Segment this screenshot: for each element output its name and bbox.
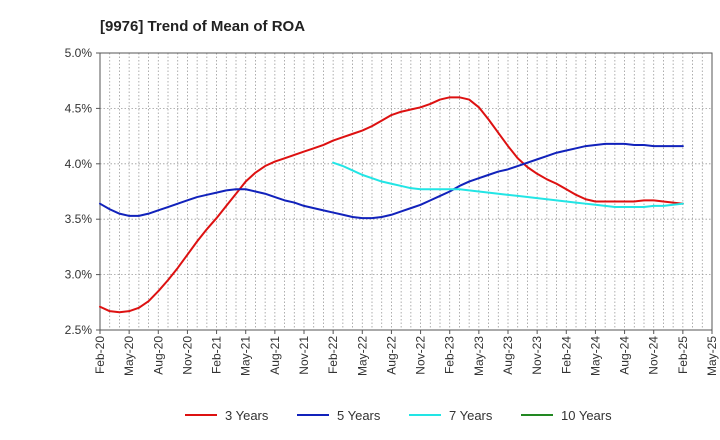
x-tick-label: May-23 [472,336,486,376]
legend-item: 3 Years [185,408,269,423]
y-axis: 2.5% 3.0% 3.5% 4.0% 4.5% 5.0% [65,46,100,337]
x-tick-label: May-25 [705,336,719,376]
x-axis: Feb-20 May-20 Aug-20 Nov-20 Feb-21 May-21 Aug-… [93,330,719,376]
legend-label: 10 Years [561,408,612,423]
y-tick-label: 2.5% [65,323,93,337]
plot-border [99,52,713,331]
x-tick-label: May-20 [122,336,136,376]
y-tick-label: 3.5% [65,212,93,226]
x-tick-label: Aug-20 [151,336,165,375]
x-tick-label: Aug-23 [501,336,515,375]
legend: 3 Years 5 Years 7 Years 10 Years [185,408,612,423]
x-tick-label: Aug-24 [618,336,632,375]
x-tick-label: Feb-24 [559,336,573,374]
x-tick-label: May-22 [355,336,369,376]
x-tick-label: Feb-23 [443,336,457,374]
x-tick-label: Feb-21 [210,336,224,374]
series-line-5-years [99,142,684,220]
x-tick-label: Feb-22 [326,336,340,374]
x-tick-label: May-24 [588,336,602,376]
chart-title: [9976] Trend of Mean of ROA [100,18,305,35]
y-tick-label: 5.0% [65,46,93,60]
legend-label: 5 Years [337,408,381,423]
y-tick-label: 4.0% [65,157,93,171]
legend-label: 3 Years [225,408,269,423]
legend-label: 7 Years [449,408,493,423]
plot-background [100,53,712,330]
series-line-7-years [332,161,684,209]
legend-item: 10 Years [521,408,612,423]
x-tick-label: Aug-22 [384,336,398,375]
x-tick-label: Nov-23 [530,336,544,375]
y-tick-label: 3.0% [65,268,93,282]
legend-item: 5 Years [297,408,381,423]
series-line-3-years [99,96,684,314]
x-tick-label: Aug-21 [268,336,282,375]
x-tick-label: Nov-21 [297,336,311,375]
y-tick-label: 4.5% [65,101,93,115]
x-tick-label: Feb-25 [676,336,690,374]
x-tick-label: May-21 [239,336,253,376]
x-tick-label: Nov-22 [414,336,428,375]
x-tick-label: Feb-20 [93,336,107,374]
legend-item: 7 Years [409,408,493,423]
plot-area [100,53,712,330]
x-tick-label: Nov-20 [180,336,194,375]
x-tick-label: Nov-24 [647,336,661,375]
series-lines [99,96,684,314]
